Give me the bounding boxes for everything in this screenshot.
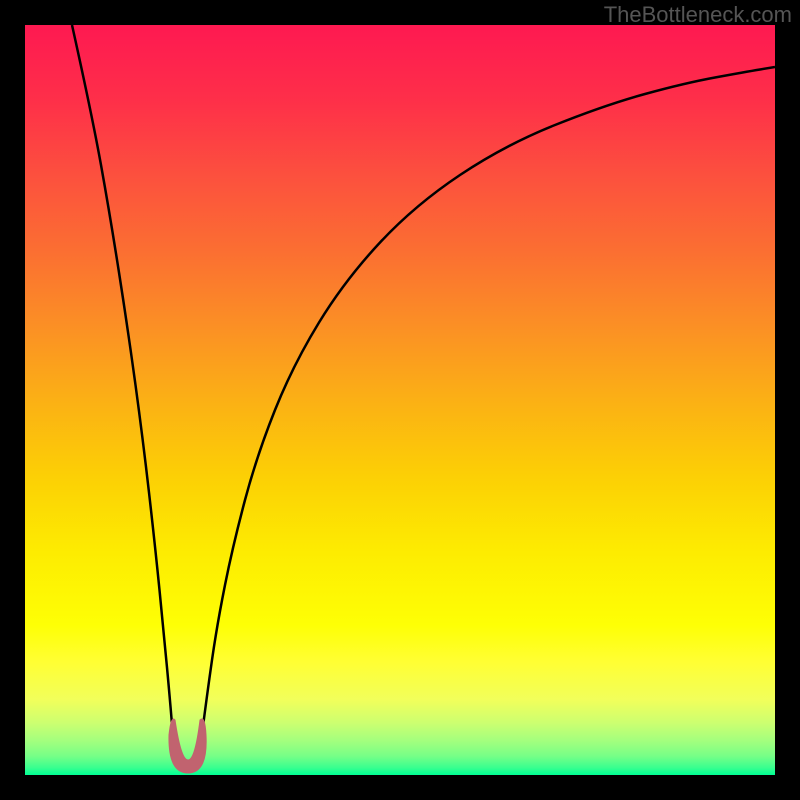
- chart-frame: TheBottleneck.com: [0, 0, 800, 800]
- bottleneck-chart-svg: [25, 25, 775, 775]
- plot-area: [25, 25, 775, 775]
- site-watermark: TheBottleneck.com: [604, 2, 792, 28]
